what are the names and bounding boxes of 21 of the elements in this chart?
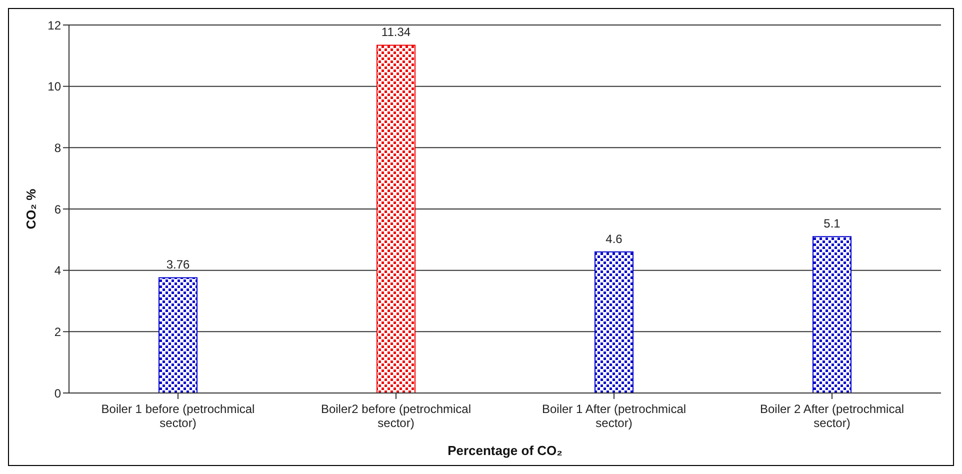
y-tick-label: 0 bbox=[54, 386, 62, 400]
y-axis-title: CO₂ % bbox=[24, 188, 39, 230]
y-tick-label: 4 bbox=[54, 264, 62, 278]
y-tick-label: 12 bbox=[48, 18, 62, 32]
x-tick-label: Boiler2 before (petrochmical sector) bbox=[320, 402, 472, 430]
x-tick-label: Boiler 1 After (petrochmical sector) bbox=[542, 402, 686, 430]
data-label: 4.6 bbox=[606, 232, 623, 246]
y-tick-label: 2 bbox=[54, 324, 62, 339]
y-tick-label: 10 bbox=[48, 80, 62, 94]
x-axis-title: Percentage of CO₂ bbox=[448, 443, 563, 458]
x-tick-label: Boiler 2 After (petrochmical sector) bbox=[760, 402, 904, 430]
bar bbox=[812, 236, 852, 393]
bar bbox=[158, 277, 198, 393]
bar bbox=[594, 251, 634, 393]
data-label: 3.76 bbox=[166, 258, 190, 272]
bar bbox=[376, 44, 416, 393]
data-label: 5.1 bbox=[824, 216, 841, 231]
y-tick-label: 8 bbox=[54, 140, 62, 155]
data-label: 11.34 bbox=[381, 25, 411, 40]
y-tick-label: 6 bbox=[54, 202, 62, 216]
x-tick-label: Boiler 1 before (petrochmical sector) bbox=[101, 402, 255, 430]
